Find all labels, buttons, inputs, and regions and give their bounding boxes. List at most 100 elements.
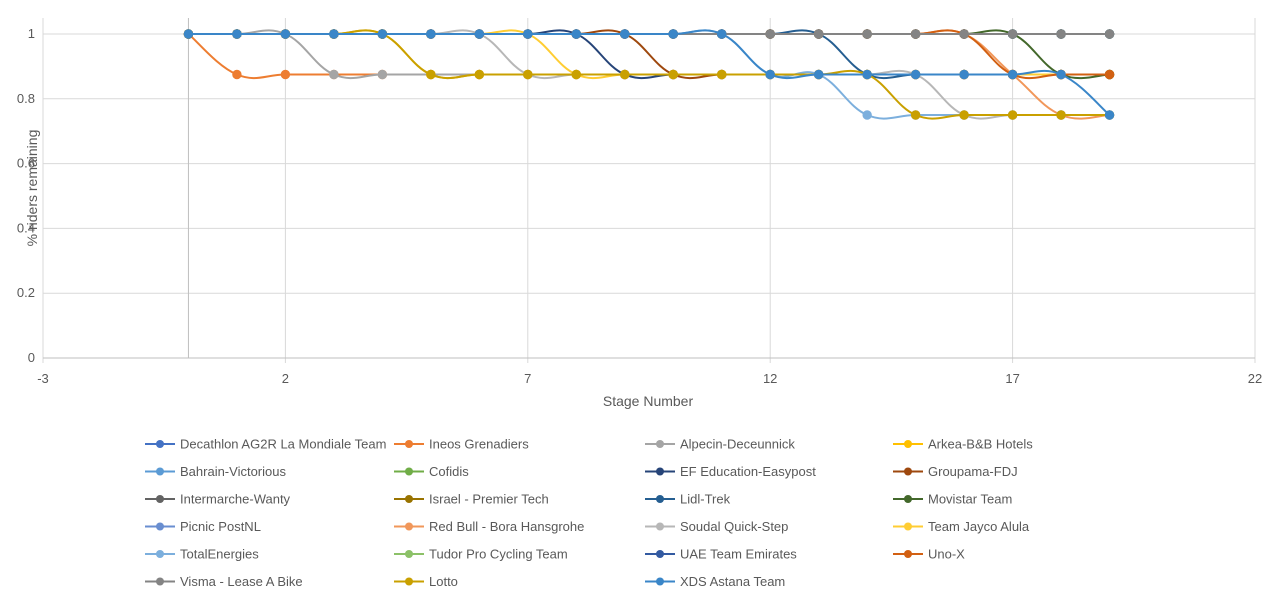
tick-labels: 0 0.2 0.4 0.6 0.8 1 -3 2 7 12 17 22 (17, 26, 1262, 386)
legend-label: Ineos Grenadiers (429, 437, 529, 452)
data-point (813, 29, 824, 39)
data-point (765, 29, 775, 39)
legend-label: Lidl-Trek (680, 492, 731, 507)
x-tick-label: 17 (1005, 371, 1019, 386)
legend-label: Alpecin-Deceunnick (680, 437, 795, 452)
legend-marker (156, 440, 164, 448)
legend-item: Groupama-FDJ (893, 464, 1018, 479)
legend-label: Team Jayco Alula (928, 519, 1030, 534)
legend-item: EF Education-Easypost (645, 464, 816, 479)
data-point (232, 69, 242, 80)
legend-marker (405, 440, 413, 448)
data-point (377, 29, 388, 39)
data-point (523, 29, 533, 39)
data-point (1104, 110, 1115, 120)
legend-item: Lidl-Trek (645, 492, 731, 507)
data-point (1007, 29, 1018, 39)
legend-label: Israel - Premier Tech (429, 492, 549, 507)
legend-label: Uno-X (928, 547, 965, 562)
legend-marker (405, 577, 413, 586)
data-point (765, 69, 775, 80)
legend-label: Cofidis (429, 464, 469, 479)
data-point (474, 69, 485, 80)
data-point (910, 110, 921, 120)
data-point (280, 69, 291, 80)
legend-item: XDS Astana Team (645, 574, 785, 589)
data-point (571, 69, 581, 80)
y-axis-label: % riders remaining (24, 130, 40, 247)
legend-label: Movistar Team (928, 492, 1012, 507)
y-tick-label: 0 (28, 350, 35, 365)
legend-label: Bahrain-Victorious (180, 464, 286, 479)
legend-marker (904, 467, 912, 476)
legend-marker (656, 440, 664, 448)
data-point (959, 29, 969, 39)
legend-label: Tudor Pro Cycling Team (429, 547, 568, 562)
data-point (862, 29, 872, 39)
legend-marker (656, 522, 664, 531)
legend-label: Picnic PostNL (180, 519, 261, 534)
legend-label: Intermarche-Wanty (180, 492, 291, 507)
legend-marker (405, 467, 413, 476)
legend-item: Movistar Team (893, 492, 1012, 507)
series-layer (183, 29, 1115, 120)
axes (43, 18, 1255, 359)
legend-label: Soudal Quick-Step (680, 519, 788, 534)
x-tick-label: 12 (763, 371, 777, 386)
data-point (523, 69, 533, 80)
legend-label: Arkea-B&B Hotels (928, 437, 1033, 452)
legend-marker (156, 550, 164, 558)
y-tick-label: 1 (28, 26, 35, 41)
data-point (620, 29, 630, 39)
data-point (668, 29, 678, 39)
data-point (377, 69, 388, 80)
y-tick-label: 0.8 (17, 91, 35, 106)
legend-marker (656, 467, 664, 476)
legend-item: Bahrain-Victorious (145, 464, 286, 479)
data-point (1056, 69, 1066, 80)
data-point (668, 69, 678, 80)
legend-item: Uno-X (893, 547, 965, 562)
legend-item: Israel - Premier Tech (394, 492, 549, 507)
data-point (717, 29, 727, 39)
legend-label: XDS Astana Team (680, 574, 785, 589)
data-point (1007, 69, 1018, 80)
data-point (620, 69, 630, 80)
legend-item: Picnic PostNL (145, 519, 261, 534)
legend-marker (156, 495, 164, 503)
legend-label: TotalEnergies (180, 547, 259, 562)
data-point (474, 29, 485, 39)
series-7 (183, 29, 1115, 80)
legend-marker (156, 577, 164, 586)
data-point (862, 69, 872, 80)
legend-item: Lotto (394, 574, 458, 589)
data-point (426, 29, 436, 39)
legend-label: EF Education-Easypost (680, 464, 816, 479)
legend-label: Visma - Lease A Bike (180, 574, 303, 589)
legend-item: Intermarche-Wanty (145, 492, 291, 507)
legend-item: UAE Team Emirates (645, 547, 797, 562)
legend-label: Lotto (429, 574, 458, 589)
legend-item: Tudor Pro Cycling Team (394, 547, 568, 562)
legend-marker (405, 522, 413, 531)
legend-item: Arkea-B&B Hotels (893, 437, 1033, 452)
data-point (329, 29, 339, 39)
data-point (183, 29, 194, 39)
data-point (329, 69, 339, 80)
y-tick-label: 0.6 (17, 156, 35, 171)
y-tick-label: 0.4 (17, 220, 35, 235)
data-point (232, 29, 242, 39)
data-point (1056, 29, 1066, 39)
legend-item: TotalEnergies (145, 547, 259, 562)
data-point (959, 110, 969, 120)
data-point (862, 110, 872, 120)
legend-marker (156, 522, 164, 531)
y-tick-label: 0.2 (17, 285, 35, 300)
legend-marker (405, 550, 413, 558)
data-point (1104, 29, 1115, 39)
data-point (1007, 110, 1018, 120)
legend-marker (904, 522, 912, 531)
legend-marker (405, 495, 413, 503)
legend-marker (656, 550, 664, 558)
